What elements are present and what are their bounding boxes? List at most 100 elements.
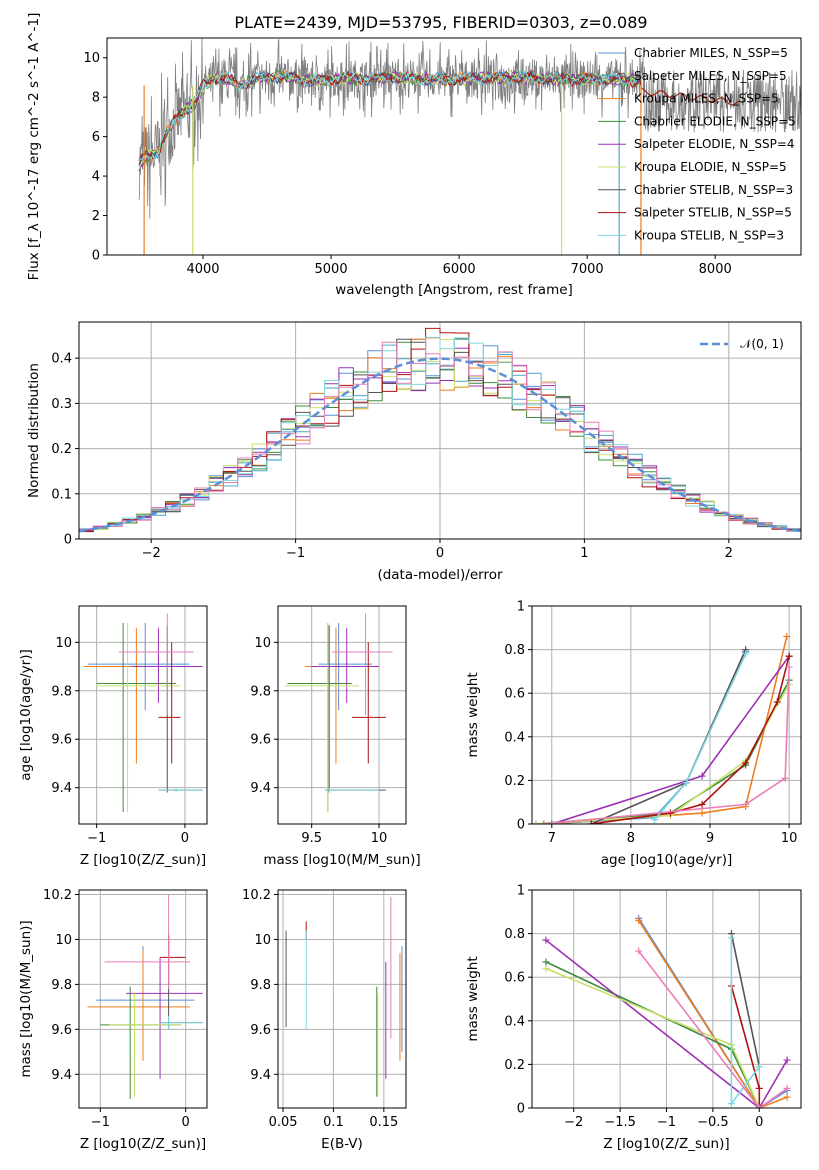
x-tick-label: −2	[564, 1115, 583, 1130]
model-spectrum	[138, 70, 641, 161]
y-tick-label: 0.3	[51, 397, 72, 412]
x-axis-label: wavelength [Angstrom, rest frame]	[335, 282, 573, 298]
weight-marker	[698, 800, 706, 808]
panel-mass-weight-vs-age: 7 8 9 10 0 0.2 0.4 0.6 0.8 1 age [log10(age/yr)] ma…	[465, 600, 802, 868]
panel-mass-vs-ebv: 0.05 0.1 0.15 9.4 9.6 9.8 10 10.2 E(B-V)	[242, 888, 407, 1152]
y-tick-label: 9.6	[51, 733, 72, 748]
y-tick-label: 9.4	[51, 1068, 72, 1083]
plot-area	[138, 38, 801, 255]
x-tick-label: 0	[181, 831, 189, 846]
y-tick-label: 10	[83, 51, 100, 66]
y-tick-label: 0.2	[51, 442, 72, 457]
y-axis-label: mass weight	[465, 956, 481, 1041]
x-tick-label: −1	[657, 1115, 676, 1130]
weight-line	[638, 920, 788, 1108]
x-tick-label: 1	[580, 546, 588, 561]
weight-marker	[682, 779, 690, 787]
x-tick-label: 9.5	[301, 831, 322, 846]
plot-area	[542, 914, 791, 1108]
y-tick-label: 9.4	[250, 1068, 271, 1083]
y-tick-label: 10	[55, 933, 72, 948]
x-tick-label: 0	[755, 1115, 763, 1130]
weight-marker	[542, 958, 550, 966]
model-spectrum	[138, 69, 641, 172]
weight-marker	[542, 936, 550, 944]
panel-mass-vs-Z: −1 0 9.4 9.6 9.8 10 10.2 Z [log10(Z/Z_sun)] mass…	[18, 888, 208, 1152]
y-tick-label: 9.4	[51, 781, 72, 796]
legend-label: Chabrier ELODIE, N_SSP=5	[634, 114, 796, 128]
weight-marker	[783, 1084, 791, 1092]
legend-label: 𝒩(0, 1)	[740, 337, 784, 351]
weight-marker	[540, 820, 548, 824]
histogram-step	[79, 338, 801, 532]
y-tick-label: 0.2	[504, 774, 525, 789]
axes-frame	[531, 889, 802, 1109]
panel-spectrum: 4000 5000 6000 7000 8000 0 2 4 6 8 10 wavelength [A…	[26, 13, 802, 298]
y-tick-label: 9.4	[250, 781, 271, 796]
model-spectrum	[138, 70, 641, 164]
y-axis-label: Normed distribution	[26, 363, 42, 498]
weight-marker	[783, 1093, 791, 1101]
x-tick-label: −1.5	[604, 1115, 636, 1130]
weight-marker	[773, 698, 781, 706]
x-tick-label: 8	[627, 831, 635, 846]
panel-age-vs-Z: −1 0 9.4 9.6 9.8 10 Z [log10(Z/Z_sun)] age [log…	[18, 605, 208, 868]
x-axis-label: (data-model)/error	[377, 567, 503, 583]
x-tick-label: 8000	[699, 262, 732, 277]
x-tick-label: 7000	[571, 262, 604, 277]
legend-label: Chabrier STELIB, N_SSP=3	[634, 183, 793, 197]
panel-residual-hist: −2 −1 0 1 2 0 0.1 0.2 0.3 0.4 (data-model)/error No…	[26, 321, 802, 583]
plot-area	[87, 894, 203, 1100]
y-tick-label: 9.8	[51, 684, 72, 699]
y-tick-label: 0	[517, 818, 525, 833]
x-tick-label: −1	[91, 1115, 110, 1130]
y-tick-label: 10.2	[242, 888, 271, 903]
x-tick-label: 0	[436, 546, 444, 561]
y-axis-label: Flux [f_λ 10^-17 erg cm^-2 s^-1 A^-1]	[26, 13, 42, 281]
panel-mass-weight-vs-Z: −2 −1.5 −1 −0.5 0 0 0.2 0.4 0.6 0.8 1 Z [log10(Z/Z_…	[465, 884, 802, 1152]
plot-area	[284, 613, 393, 812]
x-tick-label: 4000	[186, 262, 219, 277]
x-axis-label: Z [log10(Z/Z_sun)]	[603, 1136, 729, 1152]
y-tick-label: 2	[92, 209, 100, 224]
legend-label: Kroupa ELODIE, N_SSP=5	[634, 160, 787, 174]
y-tick-label: 9.8	[51, 978, 72, 993]
weight-marker	[742, 800, 750, 808]
y-tick-label: 0.2	[504, 1058, 525, 1073]
weight-line	[543, 651, 747, 824]
panel-age-vs-mass: 9.5 10 9.4 9.6 9.8 10 mass [log10(M/M_sun)]	[250, 605, 421, 868]
weight-marker	[651, 816, 659, 824]
histogram-step	[79, 347, 801, 532]
plot-area	[285, 896, 403, 1097]
weight-marker	[781, 774, 789, 782]
y-tick-label: 1	[517, 600, 525, 615]
weight-marker	[785, 663, 793, 671]
weight-marker	[742, 759, 750, 767]
weight-line	[730, 933, 761, 1067]
x-axis-label: Z [log10(Z/Z_sun)]	[80, 852, 206, 868]
x-tick-label: −0.5	[697, 1115, 729, 1130]
weight-marker	[785, 652, 793, 660]
weight-marker	[698, 809, 706, 817]
weight-marker	[666, 809, 674, 817]
axes-frame	[277, 889, 407, 1109]
legend-label: Salpeter ELODIE, N_SSP=4	[634, 137, 795, 151]
weight-marker	[587, 820, 595, 824]
y-axis-label: mass weight	[465, 672, 481, 757]
weight-line	[545, 967, 761, 1108]
x-tick-label: −1	[87, 831, 106, 846]
y-tick-label: 10	[254, 636, 271, 651]
y-axis-label: age [log10(age/yr)]	[18, 649, 34, 781]
x-axis-label: Z [log10(Z/Z_sun)]	[80, 1136, 206, 1152]
y-tick-label: 10	[254, 933, 271, 948]
gaussian-curve	[79, 357, 801, 533]
weight-line	[543, 666, 790, 824]
y-tick-label: 10.2	[43, 888, 72, 903]
axes-frame	[277, 605, 407, 825]
plot-area	[83, 613, 203, 812]
weight-line	[591, 655, 790, 824]
y-tick-label: 9.6	[250, 1023, 271, 1038]
x-tick-label: 5000	[315, 262, 348, 277]
weight-marker	[727, 934, 735, 942]
weight-line	[545, 939, 788, 1108]
